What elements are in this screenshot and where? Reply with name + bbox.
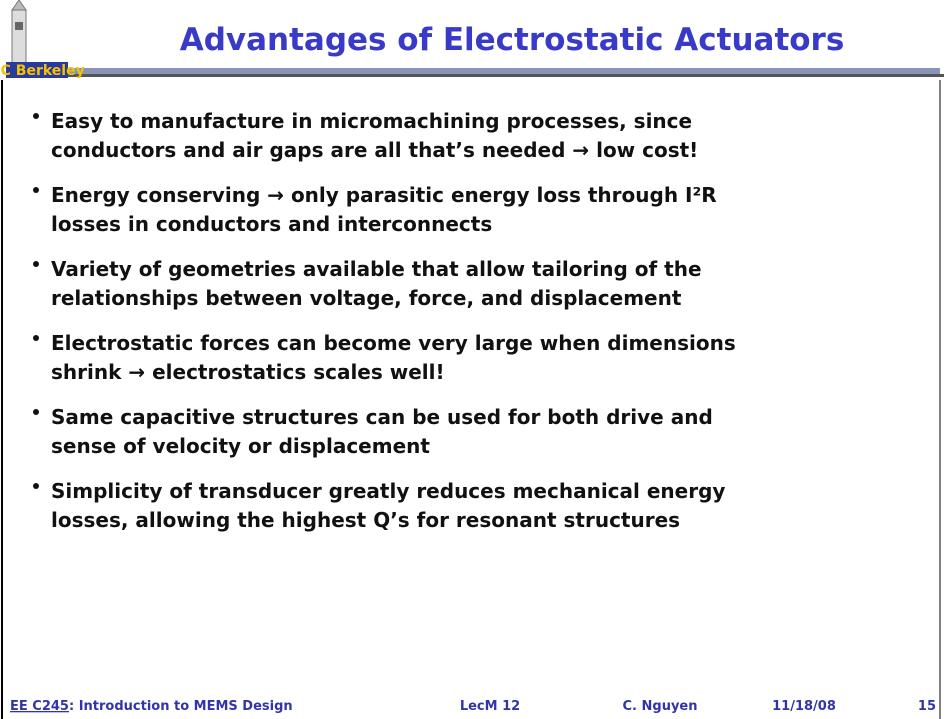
bullet-text: relationships between voltage, force, an… — [51, 286, 682, 310]
bullet-dot — [33, 261, 39, 267]
bullet-text: Variety of geometries available that all… — [51, 257, 702, 281]
footer-left: EE C245: Introduction to MEMS Design — [10, 699, 293, 714]
bullet-text: losses in conductors and interconnects — [51, 212, 492, 236]
slide-title: Advantages of Electrostatic Actuators — [180, 22, 845, 58]
bullet-dot — [33, 483, 39, 489]
bullet-text: losses, allowing the highest Q’s for res… — [51, 508, 680, 532]
bullet-text: sense of velocity or displacement — [51, 434, 430, 458]
footer-page: 15 — [918, 699, 936, 714]
bullet-list: Easy to manufacture in micromachining pr… — [33, 109, 736, 532]
logo-tower — [11, 0, 27, 67]
title-rule — [60, 68, 940, 76]
bullet-dot — [33, 113, 39, 119]
bullet-dot — [33, 409, 39, 415]
footer-date: 11/18/08 — [772, 699, 836, 714]
logo-text: UC Berkeley — [0, 63, 85, 79]
footer-course: EE C245 — [10, 699, 69, 714]
footer-lecture: LecM 12 — [460, 699, 520, 714]
bullet-text: conductors and air gaps are all that’s n… — [51, 138, 698, 162]
bullet-text: shrink → electrostatics scales well! — [51, 360, 445, 384]
logo-box — [6, 62, 68, 78]
bullet-text: Easy to manufacture in micromachining pr… — [51, 109, 692, 133]
bullet-text: Electrostatic forces can become very lar… — [51, 331, 736, 355]
footer-author: C. Nguyen — [623, 699, 698, 714]
bullet-text: Energy conserving → only parasitic energ… — [51, 183, 717, 207]
title-rule-shadow — [64, 74, 944, 77]
bullet-text: Same capacitive structures can be used f… — [51, 405, 713, 429]
footer-course-title: : Introduction to MEMS Design — [69, 699, 293, 714]
bullet-dot — [33, 187, 39, 193]
bullet-dot — [33, 335, 39, 341]
bullet-text: Simplicity of transducer greatly reduces… — [51, 479, 725, 503]
